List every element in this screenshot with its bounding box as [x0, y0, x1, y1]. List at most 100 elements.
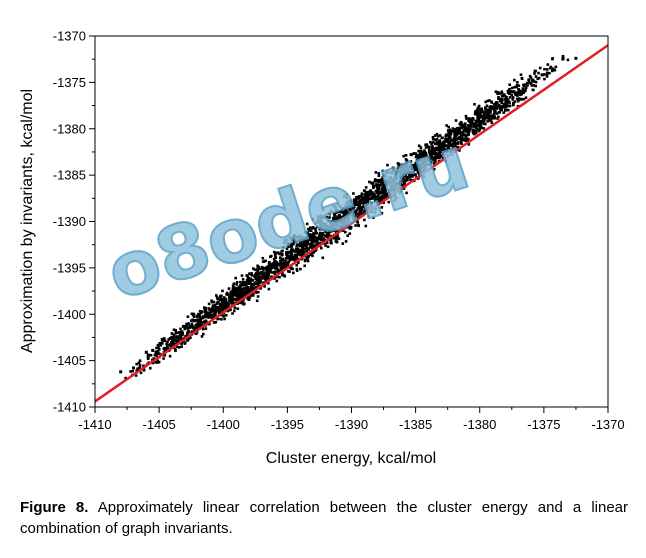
cloud-point — [490, 101, 494, 104]
cloud-point — [530, 84, 534, 87]
cloud-point — [196, 326, 199, 330]
cloud-point — [377, 179, 381, 182]
cloud-point — [357, 205, 361, 209]
cloud-point — [335, 211, 339, 214]
cloud-point — [151, 358, 154, 362]
cloud-point — [215, 306, 219, 310]
cloud-point — [363, 193, 366, 196]
cloud-point — [405, 160, 409, 163]
cloud-point — [344, 204, 347, 207]
cloud-point — [440, 143, 444, 146]
cloud-point — [288, 270, 291, 273]
cloud-point — [235, 283, 238, 286]
cloud-point — [174, 329, 177, 332]
cloud-point — [295, 267, 299, 271]
cloud-point — [497, 91, 500, 94]
cloud-point — [420, 166, 424, 169]
cloud-point — [497, 103, 501, 107]
cloud-point — [489, 119, 492, 123]
cloud-point — [299, 240, 302, 244]
cloud-point — [402, 166, 405, 170]
cloud-point — [476, 128, 479, 131]
cloud-point — [380, 194, 384, 198]
cloud-point — [357, 215, 360, 219]
cloud-point — [269, 262, 272, 266]
cloud-point — [306, 259, 310, 263]
cloud-point — [381, 169, 384, 173]
y-tick-label: -1410 — [53, 400, 86, 415]
cloud-point — [478, 111, 482, 114]
cloud-point — [543, 77, 546, 81]
cloud-point — [173, 348, 177, 351]
cloud-point — [394, 186, 397, 189]
cloud-point — [447, 136, 451, 139]
cloud-point — [267, 287, 271, 291]
cloud-point — [241, 292, 244, 296]
data-point — [208, 308, 212, 312]
x-tick-label: -1395 — [271, 417, 304, 432]
cloud-point — [333, 212, 337, 216]
cloud-point — [200, 335, 204, 338]
cloud-point — [452, 146, 455, 150]
cloud-point — [536, 77, 539, 80]
data-point — [350, 208, 353, 212]
cloud-point — [363, 189, 367, 193]
cloud-point — [137, 361, 141, 364]
cloud-point — [483, 119, 486, 122]
cloud-point — [220, 305, 223, 309]
cloud-point — [336, 203, 340, 206]
cloud-point — [263, 260, 266, 263]
cloud-point — [345, 193, 348, 196]
cloud-point — [505, 103, 508, 106]
cloud-point — [355, 208, 359, 212]
cloud-point — [227, 287, 231, 290]
cloud-point — [305, 244, 308, 248]
cloud-point — [281, 273, 284, 277]
cloud-point — [360, 195, 364, 199]
cloud-point — [493, 117, 496, 120]
cloud-point — [520, 97, 523, 101]
cloud-point — [410, 167, 413, 171]
cloud-point — [190, 330, 194, 333]
cloud-point — [289, 237, 293, 240]
cloud-point — [528, 74, 532, 78]
cloud-point — [497, 115, 500, 119]
cloud-point — [381, 176, 384, 179]
cloud-point — [219, 303, 222, 306]
cloud-point — [392, 166, 396, 170]
cloud-point — [522, 83, 525, 87]
cloud-point — [358, 194, 361, 198]
cloud-point — [375, 200, 379, 203]
cloud-point — [316, 238, 319, 242]
cloud-point — [231, 288, 235, 291]
cloud-point — [408, 173, 411, 176]
cloud-point — [512, 103, 515, 107]
cloud-point — [353, 203, 357, 206]
cloud-point — [348, 225, 351, 229]
cloud-point — [508, 96, 512, 99]
cloud-point — [458, 126, 461, 130]
cloud-point — [378, 191, 382, 195]
cloud-point — [213, 305, 217, 308]
cloud-point — [335, 220, 339, 223]
cloud-point — [256, 272, 260, 276]
cloud-point — [300, 251, 304, 255]
cloud-point — [308, 233, 311, 236]
cloud-point — [389, 192, 392, 196]
cloud-point — [319, 214, 323, 218]
cloud-point — [421, 152, 424, 155]
cloud-point — [266, 267, 270, 270]
cloud-point — [180, 330, 183, 333]
cloud-point — [315, 221, 318, 224]
cloud-point — [476, 110, 479, 114]
cloud-point — [186, 332, 189, 336]
cloud-point — [240, 274, 244, 277]
cloud-point — [493, 103, 496, 107]
cloud-point — [390, 186, 393, 189]
cloud-point — [165, 342, 168, 346]
cloud-point — [283, 238, 287, 242]
cloud-point — [316, 218, 320, 222]
cloud-point — [198, 320, 201, 324]
cloud-point — [548, 71, 551, 75]
cloud-point — [391, 171, 394, 175]
